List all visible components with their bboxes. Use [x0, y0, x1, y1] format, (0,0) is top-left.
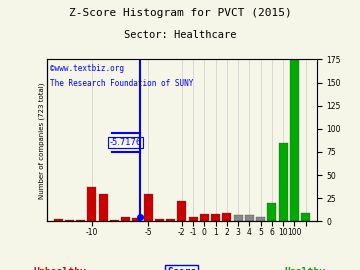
Bar — [245, 215, 254, 221]
Bar — [200, 214, 209, 221]
Text: The Research Foundation of SUNY: The Research Foundation of SUNY — [50, 79, 193, 88]
Y-axis label: Number of companies (723 total): Number of companies (723 total) — [39, 82, 45, 199]
Text: Healthy: Healthy — [284, 267, 325, 270]
Bar — [155, 219, 164, 221]
Bar — [279, 143, 288, 221]
Bar — [65, 220, 74, 221]
Bar — [110, 220, 119, 221]
Text: Score: Score — [167, 267, 197, 270]
Bar — [166, 219, 175, 221]
Bar — [132, 218, 141, 221]
Bar — [87, 187, 96, 221]
Text: -5.7176: -5.7176 — [109, 138, 141, 147]
Bar — [211, 214, 220, 221]
Bar — [234, 215, 243, 221]
Bar — [54, 219, 63, 221]
Bar — [256, 217, 265, 221]
Text: ©www.textbiz.org: ©www.textbiz.org — [50, 64, 123, 73]
Bar — [222, 213, 231, 221]
Bar — [267, 203, 276, 221]
Text: Z-Score Histogram for PVCT (2015): Z-Score Histogram for PVCT (2015) — [69, 8, 291, 18]
Text: Sector: Healthcare: Sector: Healthcare — [124, 30, 236, 40]
Bar — [121, 217, 130, 221]
Bar — [76, 220, 85, 221]
Bar — [189, 217, 198, 221]
Bar — [301, 213, 310, 221]
Text: Unhealthy: Unhealthy — [33, 267, 86, 270]
Bar — [290, 59, 299, 221]
Bar — [177, 201, 186, 221]
Bar — [144, 194, 153, 221]
Bar — [99, 194, 108, 221]
